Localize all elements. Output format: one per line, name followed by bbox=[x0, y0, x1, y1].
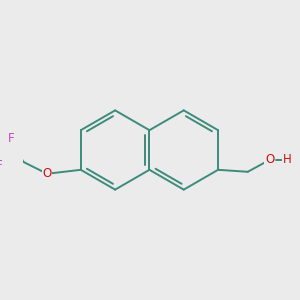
Text: O: O bbox=[43, 167, 52, 180]
Text: F: F bbox=[8, 132, 15, 145]
Text: F: F bbox=[0, 159, 3, 172]
Text: H: H bbox=[283, 153, 292, 167]
Text: O: O bbox=[265, 153, 274, 167]
